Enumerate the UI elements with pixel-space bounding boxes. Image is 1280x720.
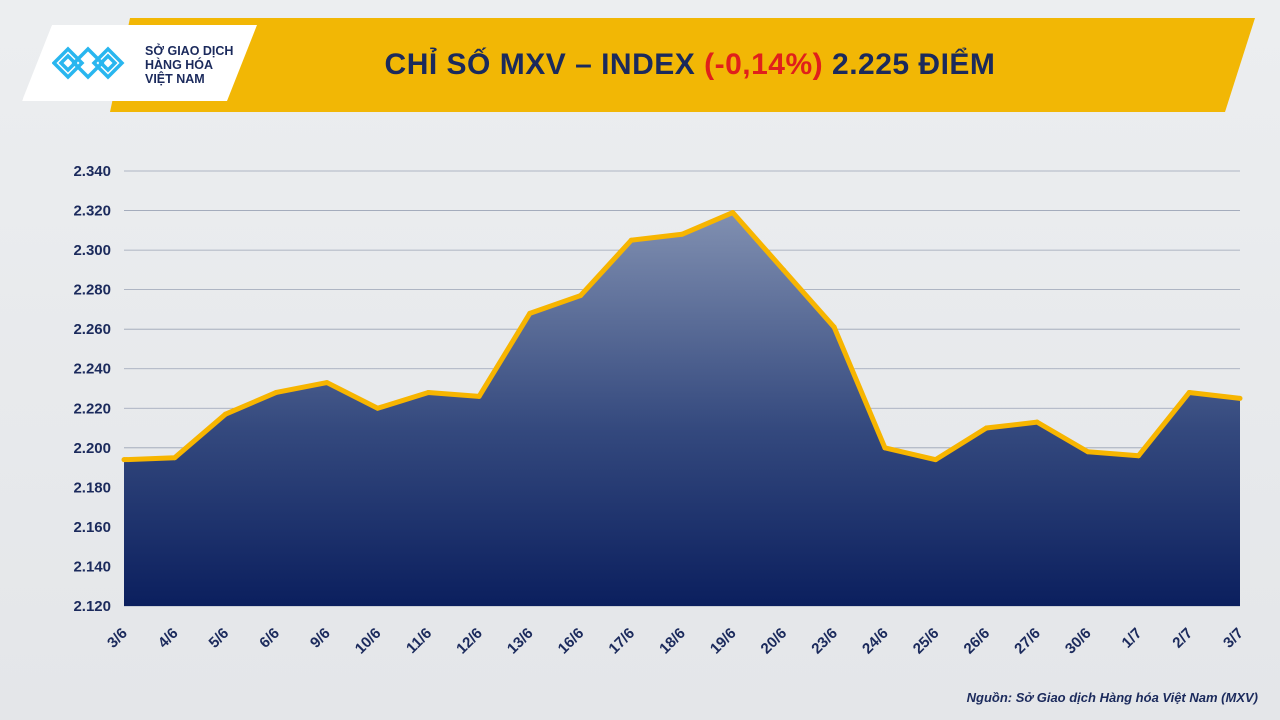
x-tick-label: 10/6 — [352, 625, 385, 658]
data-point — [222, 411, 228, 417]
data-point — [831, 324, 837, 330]
x-tick-label: 4/6 — [155, 625, 182, 652]
data-point — [375, 405, 381, 411]
x-tick-label: 26/6 — [961, 625, 994, 658]
y-tick-label: 2.260 — [73, 321, 111, 338]
x-tick-label: 3/6 — [104, 625, 131, 652]
x-tick-label: 16/6 — [555, 625, 588, 658]
data-point — [730, 210, 736, 216]
data-point — [273, 389, 279, 395]
x-tick-label: 25/6 — [910, 625, 943, 658]
logo-line-3: VIỆT NAM — [145, 72, 205, 86]
x-tick-label: 9/6 — [307, 625, 334, 652]
title-suffix: 2.225 ĐIỂM — [832, 48, 996, 81]
data-point — [679, 231, 685, 237]
x-tick-label: 11/6 — [403, 625, 435, 657]
y-tick-label: 2.180 — [73, 479, 111, 496]
y-tick-label: 2.240 — [73, 361, 111, 378]
x-tick-label: 3/7 — [1220, 625, 1247, 652]
title-prefix: CHỈ SỐ MXV – INDEX — [384, 48, 696, 81]
logo-line-2: HÀNG HÓA — [145, 58, 214, 72]
x-tick-label: 2/7 — [1169, 625, 1196, 652]
x-tick-label: 30/6 — [1062, 625, 1095, 658]
data-point — [324, 380, 330, 386]
y-tick-label: 2.160 — [73, 519, 111, 536]
chart-title: CHỈ SỐ MXV – INDEX (-0,14%) 2.225 ĐIỂM — [250, 48, 1130, 82]
y-tick-label: 2.300 — [73, 242, 111, 259]
x-tick-label: 24/6 — [859, 625, 892, 658]
logo-line-1: SỞ GIAO DỊCH — [145, 44, 234, 58]
x-tick-label: 20/6 — [758, 625, 791, 658]
data-point — [425, 389, 431, 395]
data-point — [1085, 449, 1091, 455]
data-point — [527, 310, 533, 316]
x-tick-label: 1/7 — [1119, 625, 1146, 652]
x-tick-label: 12/6 — [453, 625, 486, 658]
y-tick-label: 2.320 — [73, 203, 111, 220]
area-fill — [124, 212, 1240, 607]
data-point — [780, 267, 786, 273]
source-note: Nguồn: Sở Giao dịch Hàng hóa Việt Nam (M… — [966, 690, 1258, 705]
x-tick-label: 19/6 — [707, 625, 740, 658]
data-point — [1237, 395, 1243, 401]
data-point — [578, 293, 584, 299]
x-tick-label: 18/6 — [656, 625, 689, 658]
x-tick-label: 13/6 — [504, 625, 537, 658]
data-point — [1034, 419, 1040, 425]
data-point — [983, 425, 989, 431]
data-point — [1136, 453, 1142, 459]
y-tick-label: 2.140 — [73, 558, 111, 575]
data-point — [882, 445, 888, 451]
data-point — [172, 455, 178, 461]
data-point — [1186, 389, 1192, 395]
y-tick-label: 2.280 — [73, 282, 111, 299]
data-point — [476, 393, 482, 399]
logo-text: SỞ GIAO DỊCH HÀNG HÓA VIỆT NAM — [145, 44, 233, 86]
x-tick-label: 17/6 — [605, 625, 638, 658]
x-tick-label: 27/6 — [1011, 625, 1044, 658]
logo-mark-icon — [52, 46, 125, 80]
x-tick-label: 5/6 — [206, 625, 233, 652]
y-tick-label: 2.340 — [73, 163, 111, 180]
data-point — [121, 457, 127, 463]
x-tick-label: 6/6 — [256, 625, 283, 652]
title-change: (-0,14%) — [704, 48, 824, 81]
y-tick-label: 2.220 — [73, 400, 111, 417]
x-tick-label: 23/6 — [808, 625, 841, 658]
y-tick-label: 2.200 — [73, 440, 111, 457]
title-banner — [110, 18, 1255, 112]
data-point — [933, 457, 939, 463]
data-point — [628, 237, 634, 243]
y-tick-label: 2.120 — [73, 598, 111, 615]
